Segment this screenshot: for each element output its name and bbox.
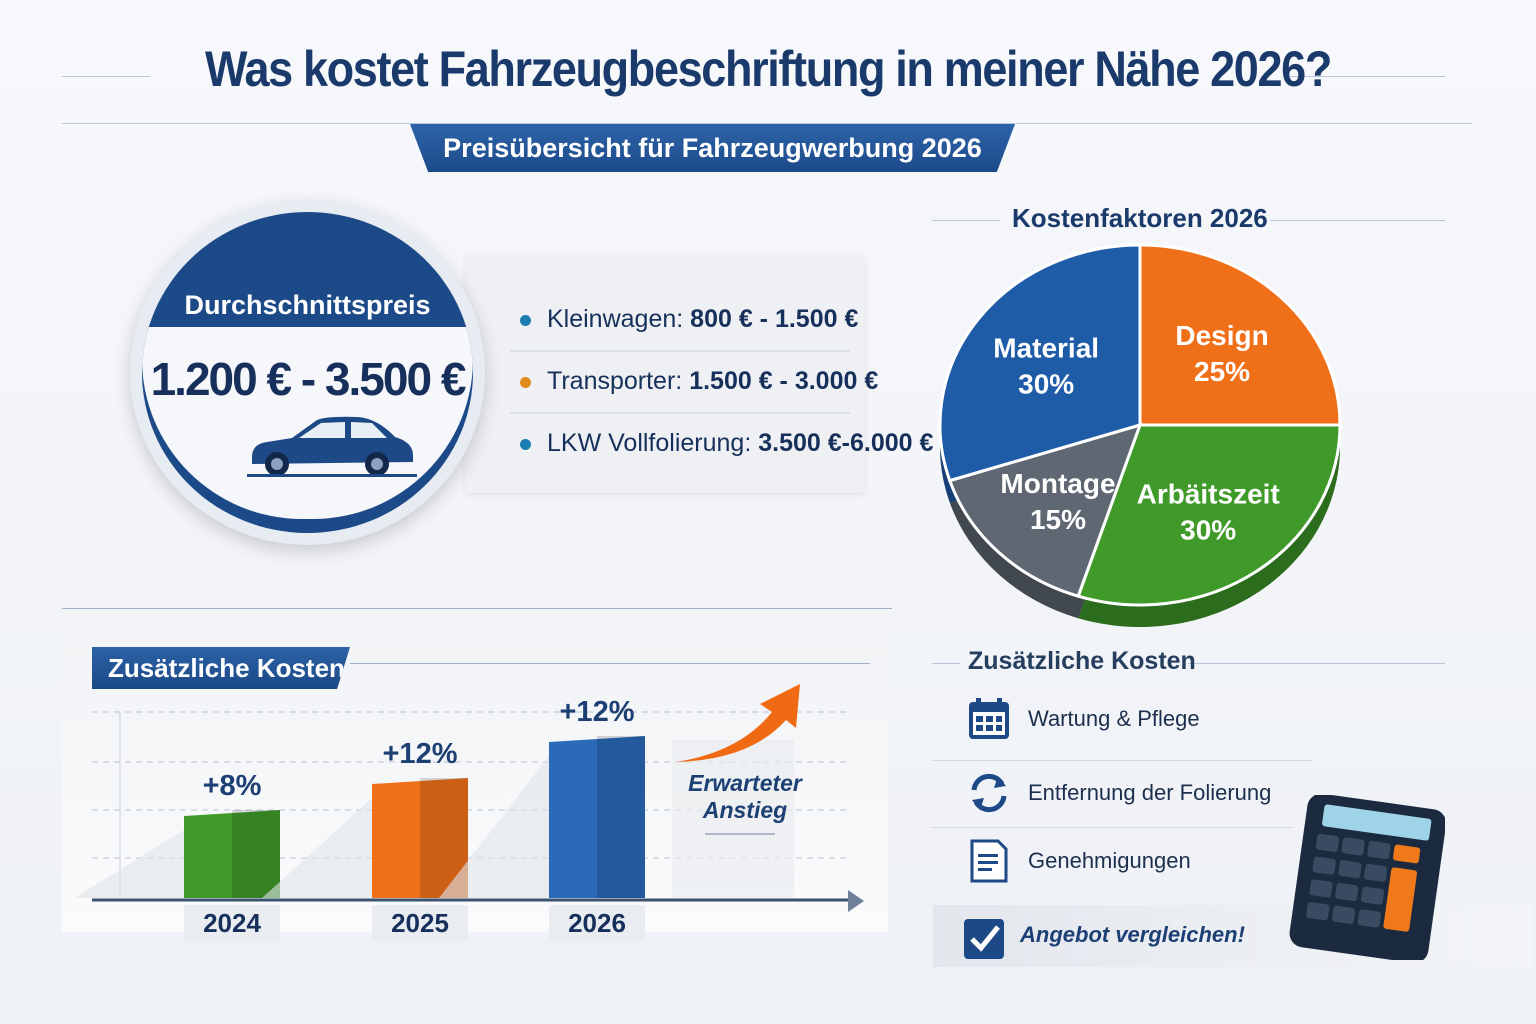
list-item: Wartung & Pflege <box>966 696 1200 742</box>
bar-2026 <box>549 736 645 898</box>
pie-slice-value: 25% <box>1194 356 1250 387</box>
price-list: Kleinwagen: 800 € - 1.500 € Transporter:… <box>465 255 933 493</box>
car-icon <box>247 416 417 477</box>
pie-slice-value: 30% <box>1018 369 1074 400</box>
price-row: LKW Vollfolierung: 3.500 €-6.000 € <box>520 429 933 458</box>
divider <box>1290 76 1445 77</box>
bar-data-label: +12% <box>382 738 458 770</box>
divider <box>1188 663 1445 664</box>
compare-offer-label[interactable]: Angebot vergleichen! <box>1020 922 1245 947</box>
list-item: Entfernung der Folierung <box>966 770 1271 816</box>
bar-shade <box>232 810 280 898</box>
bar-2025 <box>372 778 468 898</box>
divider <box>932 220 1000 221</box>
divider <box>62 76 150 77</box>
bar-shadow <box>262 798 372 898</box>
pie-slice-arbäitszeit <box>1076 423 1342 607</box>
annotation-panel <box>672 740 794 898</box>
divider <box>1270 220 1445 221</box>
average-price-badge: Durchschnittspreis 1.200 € - 3.500 € <box>130 200 485 545</box>
pie-slice-value: 30% <box>1180 514 1236 545</box>
pie-slice-material <box>938 243 1142 483</box>
divider <box>932 663 960 664</box>
divider <box>62 123 1472 124</box>
bullet-icon <box>520 438 531 450</box>
page-title: Was kostet Fahrzeugbeschriftung in meine… <box>205 41 1332 97</box>
bar-data-label: +12% <box>559 696 635 728</box>
price-value: 800 € - 1.500 € <box>690 305 859 333</box>
pie-title: Kostenfaktoren 2026 <box>1012 203 1268 233</box>
price-label: Kleinwagen: <box>547 305 684 333</box>
checkbox-icon <box>964 919 1004 959</box>
price-value: 1.500 € - 3.000 € <box>689 367 879 395</box>
divider <box>932 827 1292 828</box>
divider <box>932 760 1312 761</box>
x-tick-label: 2025 <box>372 905 468 941</box>
subtitle-banner: Preisübersicht für Fahrzeugwerbung 2026 <box>410 124 1015 172</box>
price-row: Transporter: 1.500 € - 3.000 € <box>520 367 878 396</box>
calculator-icon <box>1289 795 1445 960</box>
expected-increase-annotation: Erwarteter Anstieg <box>688 770 802 823</box>
pie-slice-label: Material <box>993 333 1099 364</box>
extra-cost-label: Genehmigungen <box>1028 848 1191 873</box>
average-value: 1.200 € - 3.500 € <box>150 353 467 405</box>
pie-chart: Design 25% Arbäitszeit 30% Montage 15% Materia… <box>938 243 1342 627</box>
extra-costs-title: Zusätzliche Kosten <box>968 647 1196 675</box>
divider <box>350 663 870 664</box>
price-label: Transporter: <box>547 367 683 395</box>
pie-slice-value: 15% <box>1030 504 1086 535</box>
price-value: 3.500 €-6.000 € <box>758 429 934 457</box>
calendar-icon <box>969 698 1009 739</box>
bar-chart-title: Zusätzliche Kosten <box>92 647 350 689</box>
bar-data-label: +8% <box>202 770 262 802</box>
x-tick-label: 2024 <box>184 905 280 941</box>
bar-shadow <box>74 830 184 898</box>
divider <box>510 350 850 352</box>
bar-2024 <box>184 810 280 898</box>
refresh-icon <box>971 773 1007 813</box>
bar-shade <box>597 736 645 898</box>
bullet-icon <box>520 376 531 388</box>
bar-shadow <box>439 756 549 898</box>
pie-slice-label: Design <box>1175 320 1268 351</box>
x-tick-label: 2026 <box>549 905 645 941</box>
pie-slice-label: Arbäitszeit <box>1137 478 1280 509</box>
extra-cost-label: Wartung & Pflege <box>1028 706 1200 731</box>
pie-slice-design <box>1138 243 1342 427</box>
average-label: Durchschnittspreis <box>184 290 431 320</box>
trend-arrow-icon <box>676 684 800 762</box>
x-axis-arrow <box>848 890 864 912</box>
list-item: Genehmigungen <box>966 838 1191 884</box>
divider <box>62 608 892 609</box>
pie-slice-label: Montage <box>1000 468 1115 499</box>
bar-chart <box>74 684 864 912</box>
price-row: Kleinwagen: 800 € - 1.500 € <box>520 305 858 334</box>
divider <box>510 412 850 414</box>
document-icon <box>970 839 1008 883</box>
bullet-icon <box>520 314 531 326</box>
price-label: LKW Vollfolierung: <box>547 429 752 457</box>
extra-cost-label: Entfernung der Folierung <box>1028 780 1272 805</box>
